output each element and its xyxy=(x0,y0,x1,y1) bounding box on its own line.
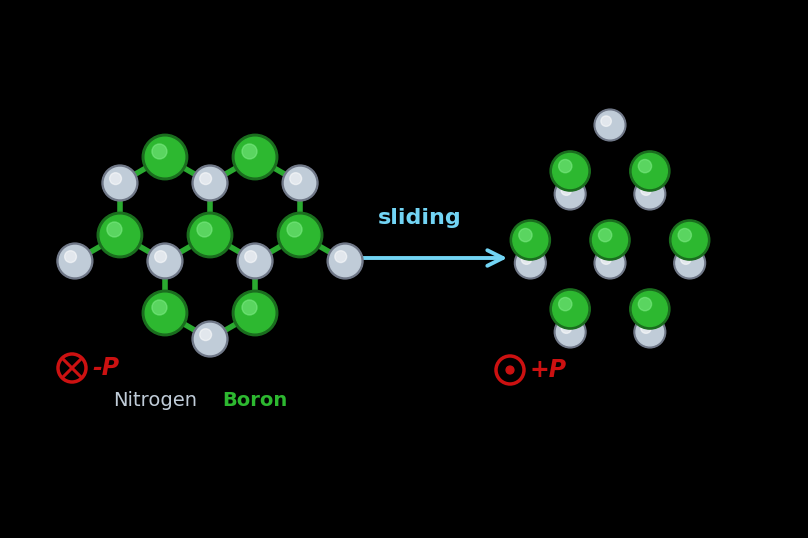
Circle shape xyxy=(638,298,651,311)
Circle shape xyxy=(330,245,360,277)
Circle shape xyxy=(97,213,143,258)
Circle shape xyxy=(200,329,212,341)
Circle shape xyxy=(633,292,667,327)
Circle shape xyxy=(242,300,257,315)
Circle shape xyxy=(100,215,140,255)
Circle shape xyxy=(557,180,584,208)
Circle shape xyxy=(187,213,233,258)
Circle shape xyxy=(519,229,532,242)
Text: Nitrogen: Nitrogen xyxy=(113,391,197,409)
Circle shape xyxy=(636,318,663,346)
Circle shape xyxy=(674,247,705,279)
Circle shape xyxy=(287,222,302,237)
Circle shape xyxy=(280,215,320,255)
Circle shape xyxy=(553,292,587,327)
Circle shape xyxy=(554,178,586,210)
Circle shape xyxy=(521,254,532,264)
Circle shape xyxy=(190,215,229,255)
Circle shape xyxy=(152,144,167,159)
Circle shape xyxy=(678,229,692,242)
Circle shape xyxy=(554,316,586,348)
Circle shape xyxy=(242,144,257,159)
Circle shape xyxy=(282,165,318,201)
Circle shape xyxy=(550,151,591,191)
Circle shape xyxy=(239,245,271,277)
Circle shape xyxy=(561,185,571,195)
Circle shape xyxy=(506,366,514,374)
Circle shape xyxy=(335,251,347,263)
Circle shape xyxy=(629,289,670,329)
Text: sliding: sliding xyxy=(378,208,462,228)
Circle shape xyxy=(553,153,587,188)
Circle shape xyxy=(550,289,591,329)
Circle shape xyxy=(599,229,612,242)
Circle shape xyxy=(65,251,77,263)
Circle shape xyxy=(59,245,90,277)
Circle shape xyxy=(590,220,630,260)
Circle shape xyxy=(104,167,136,199)
Circle shape xyxy=(513,223,548,258)
Circle shape xyxy=(102,165,138,201)
Circle shape xyxy=(516,249,544,277)
Circle shape xyxy=(594,109,626,141)
Circle shape xyxy=(237,243,273,279)
Circle shape xyxy=(327,243,363,279)
Circle shape xyxy=(629,151,670,191)
Circle shape xyxy=(152,300,167,315)
Circle shape xyxy=(149,245,180,277)
Circle shape xyxy=(601,254,612,264)
Circle shape xyxy=(670,220,709,260)
Circle shape xyxy=(633,153,667,188)
Circle shape xyxy=(510,220,550,260)
Circle shape xyxy=(638,159,651,173)
Circle shape xyxy=(235,293,275,333)
Text: -P: -P xyxy=(92,356,119,380)
Circle shape xyxy=(284,167,316,199)
Circle shape xyxy=(596,111,624,139)
Circle shape xyxy=(277,213,322,258)
Circle shape xyxy=(145,293,185,333)
Circle shape xyxy=(592,223,628,258)
Circle shape xyxy=(192,321,228,357)
Circle shape xyxy=(195,167,225,199)
Circle shape xyxy=(142,134,187,180)
Circle shape xyxy=(596,249,624,277)
Text: +P: +P xyxy=(530,358,567,382)
Circle shape xyxy=(200,173,212,185)
Circle shape xyxy=(675,249,704,277)
Circle shape xyxy=(195,323,225,355)
Circle shape xyxy=(233,291,278,336)
Circle shape xyxy=(245,251,257,263)
Circle shape xyxy=(558,298,572,311)
Circle shape xyxy=(672,223,707,258)
Circle shape xyxy=(192,165,228,201)
Circle shape xyxy=(636,180,663,208)
Circle shape xyxy=(290,173,301,185)
Circle shape xyxy=(594,247,626,279)
Circle shape xyxy=(634,178,666,210)
Text: Boron: Boron xyxy=(222,391,288,409)
Circle shape xyxy=(147,243,183,279)
Circle shape xyxy=(557,318,584,346)
Circle shape xyxy=(154,251,166,263)
Circle shape xyxy=(601,116,612,126)
Circle shape xyxy=(561,323,571,334)
Circle shape xyxy=(641,185,651,195)
Circle shape xyxy=(558,159,572,173)
Circle shape xyxy=(142,291,187,336)
Circle shape xyxy=(641,323,651,334)
Circle shape xyxy=(515,247,546,279)
Circle shape xyxy=(235,137,275,177)
Circle shape xyxy=(680,254,691,264)
Circle shape xyxy=(110,173,121,185)
Circle shape xyxy=(107,222,122,237)
Circle shape xyxy=(233,134,278,180)
Circle shape xyxy=(145,137,185,177)
Circle shape xyxy=(57,243,93,279)
Circle shape xyxy=(197,222,212,237)
Circle shape xyxy=(634,316,666,348)
